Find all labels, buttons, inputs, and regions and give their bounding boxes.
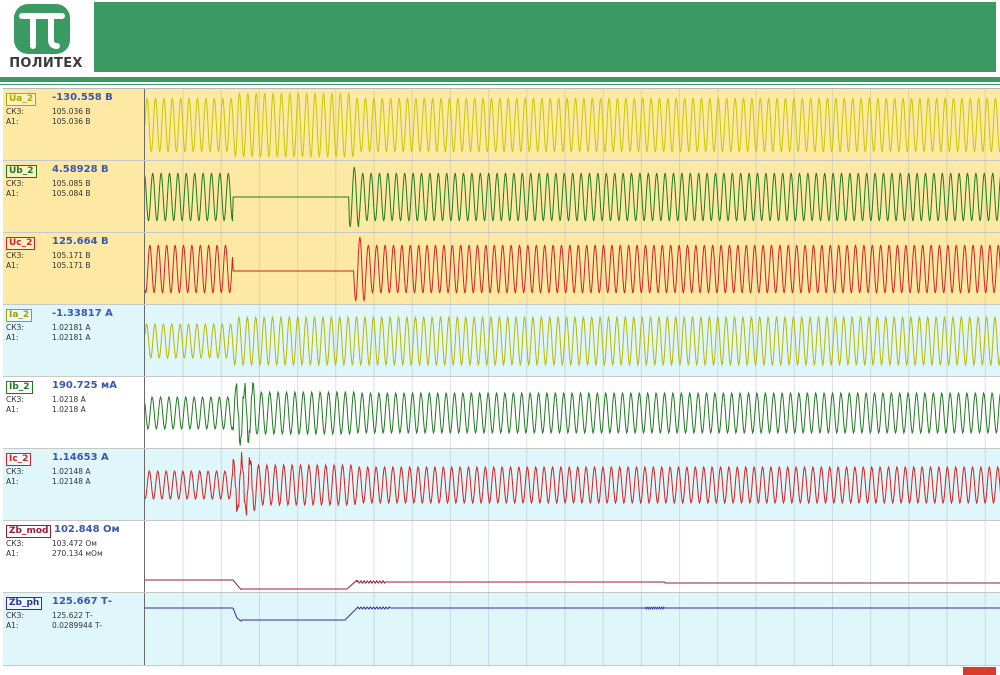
waveform-plot[interactable] [144,449,1000,521]
channel-name-badge[interactable]: Ia_2 [6,309,33,322]
signal-curve [145,606,1000,622]
app-header: ПОЛИТЕХ [0,0,1000,85]
rms-value: 1.02181 А [52,323,91,332]
channel-name-badge[interactable]: Ua_2 [6,93,37,106]
channel-info-panel: Zb_ph 125.667 Т- СКЗ: 125.622 Т- A1: 0.028994… [3,593,144,665]
waveform-plot[interactable] [144,233,1000,305]
waveform-trace-ic_2 [145,449,1000,521]
a1-label: A1: [6,261,19,270]
channel-info-panel: Ua_2 -130.558 В СКЗ: 105.036 В A1: 105.036 В [3,89,144,160]
waveform-plot[interactable] [144,89,1000,161]
rms-label: СКЗ: [6,107,24,116]
channel-info-panel: Ic_2 1.14653 А СКЗ: 1.02148 А A1: 1.02148 А [3,449,144,520]
waveform-trace-ua_2 [145,89,1000,161]
signal-curve [145,166,1000,228]
channel-instant-value: -130.558 В [52,92,113,103]
signal-curve [145,381,1000,446]
a1-value: 105.084 В [52,189,91,198]
channel-name-badge[interactable]: Zb_mod [6,525,52,538]
a1-value: 105.036 В [52,117,91,126]
rms-label: СКЗ: [6,323,24,332]
waveform-trace-ia_2 [145,305,1000,377]
channel-name-badge[interactable]: Ic_2 [6,453,32,466]
header-banner [94,2,996,72]
channel-name-badge[interactable]: Ib_2 [6,381,33,394]
waveform-trace-ib_2 [145,377,1000,449]
rms-value: 105.171 В [52,251,91,260]
channel-info-panel: Uc_2 125.664 В СКЗ: 105.171 В A1: 105.171 В [3,233,144,304]
channel-name-badge[interactable]: Zb_ph [6,597,43,610]
channel-info-panel: Ib_2 190.725 мА СКЗ: 1.0218 А A1: 1.0218 А [3,377,144,448]
rms-value: 105.085 В [52,179,91,188]
rms-label: СКЗ: [6,179,24,188]
rms-value: 1.0218 А [52,395,86,404]
pi-logo-icon [14,4,70,54]
rms-label: СКЗ: [6,539,24,548]
waveform-plot[interactable] [144,161,1000,233]
channel-info-panel: Ub_2 4.58928 В СКЗ: 105.085 В A1: 105.084 В [3,161,144,232]
rms-label: СКЗ: [6,611,24,620]
channel-row-zb_mod[interactable]: Zb_mod 102.848 Ом СКЗ: 103.472 Ом A1: 270.134… [3,521,1000,593]
a1-value: 105.171 В [52,261,91,270]
rms-value: 125.622 Т- [52,611,93,620]
a1-label: A1: [6,621,19,630]
channel-row-uc_2[interactable]: Uc_2 125.664 В СКЗ: 105.171 В A1: 105.171 В [3,233,1000,305]
a1-value: 270.134 мОм [52,549,103,558]
channel-name-badge[interactable]: Uc_2 [6,237,36,250]
channel-row-ub_2[interactable]: Ub_2 4.58928 В СКЗ: 105.085 В A1: 105.084 В [3,161,1000,233]
a1-label: A1: [6,405,19,414]
waveform-trace-zb_ph [145,593,1000,666]
a1-value: 0.0289944 Т- [52,621,103,630]
header-divider [0,77,1000,82]
waveform-plot[interactable] [144,305,1000,377]
channel-instant-value: 4.58928 В [52,164,109,175]
rms-value: 103.472 Ом [52,539,97,548]
channel-row-ua_2[interactable]: Ua_2 -130.558 В СКЗ: 105.036 В A1: 105.036 В [3,89,1000,161]
rms-label: СКЗ: [6,467,24,476]
channel-info-panel: Ia_2 -1.33817 А СКЗ: 1.02181 А A1: 1.02181 А [3,305,144,376]
signal-curve [145,315,1000,367]
rms-value: 105.036 В [52,107,91,116]
channel-instant-value: 125.667 Т- [52,596,112,607]
waveform-trace-ub_2 [145,161,1000,233]
waveform-plot[interactable] [144,377,1000,449]
waveform-plot[interactable] [144,593,1000,666]
channel-row-zb_ph[interactable]: Zb_ph 125.667 Т- СКЗ: 125.622 Т- A1: 0.028994… [3,593,1000,666]
channel-instant-value: 190.725 мА [52,380,117,391]
waveform-trace-uc_2 [145,233,1000,305]
rms-value: 1.02148 А [52,467,91,476]
channel-info-panel: Zb_mod 102.848 Ом СКЗ: 103.472 Ом A1: 270.134… [3,521,144,592]
signal-curve [145,452,1000,516]
a1-value: 1.0218 А [52,405,86,414]
channel-instant-value: -1.33817 А [52,308,113,319]
channel-instant-value: 102.848 Ом [54,524,120,535]
channel-instant-value: 125.664 В [52,236,109,247]
signal-curve [145,236,1000,302]
channel-row-ib_2[interactable]: Ib_2 190.725 мА СКЗ: 1.0218 А A1: 1.0218 А [3,377,1000,449]
a1-value: 1.02181 А [52,333,91,342]
waveform-plot[interactable] [144,521,1000,593]
channel-row-ia_2[interactable]: Ia_2 -1.33817 А СКЗ: 1.02181 А A1: 1.02181 А [3,305,1000,377]
a1-label: A1: [6,549,19,558]
brand-name: ПОЛИТЕХ [9,56,83,71]
rms-label: СКЗ: [6,395,24,404]
a1-label: A1: [6,117,19,126]
signal-curve [145,92,1000,158]
channel-name-badge[interactable]: Ub_2 [6,165,37,178]
page-marker [963,667,996,675]
channel-instant-value: 1.14653 А [52,452,109,463]
rms-label: СКЗ: [6,251,24,260]
a1-label: A1: [6,333,19,342]
a1-value: 1.02148 А [52,477,91,486]
channel-row-ic_2[interactable]: Ic_2 1.14653 А СКЗ: 1.02148 А A1: 1.02148 А [3,449,1000,521]
signal-curve [145,579,1000,591]
header-divider-thin [0,84,1000,85]
a1-label: A1: [6,189,19,198]
a1-label: A1: [6,477,19,486]
waveform-trace-zb_mod [145,521,1000,593]
